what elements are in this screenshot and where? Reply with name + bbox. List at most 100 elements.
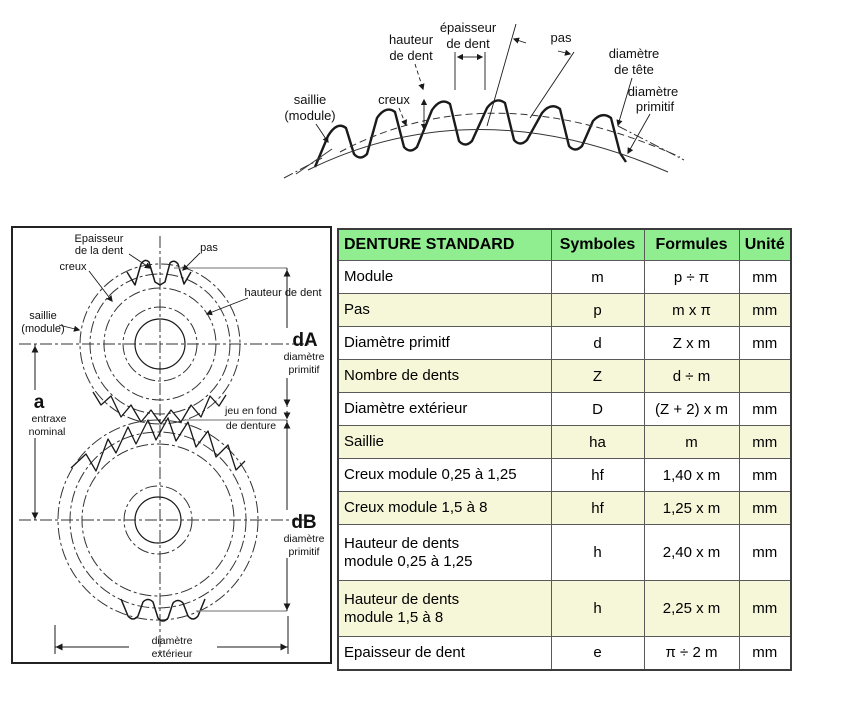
label-dB-sub-l2: primitif — [289, 546, 320, 558]
row-symbol: d — [550, 326, 645, 360]
row-formula: (Z + 2) x m — [643, 392, 740, 426]
row-unit: mm — [738, 458, 792, 492]
label-saillie-l1: saillie — [29, 310, 57, 322]
table-row: Nombre de dents Z d ÷ m — [337, 359, 792, 393]
hauteur-dimension — [414, 63, 428, 131]
row-symbol: ha — [550, 425, 645, 459]
row-unit: mm — [738, 580, 792, 637]
row-formula: 1,40 x m — [643, 458, 740, 492]
row-unit: mm — [738, 293, 792, 327]
reference-lines — [174, 267, 287, 612]
row-label: Creux module 1,5 à 8 — [337, 491, 552, 525]
row-formula: π ÷ 2 m — [643, 636, 740, 670]
label-diametre-exterieur-l2: extérieur — [152, 648, 193, 660]
label-epaisseur-l2: de dent — [446, 36, 490, 51]
row-unit: mm — [738, 425, 792, 459]
diametre-exterieur-dimension — [54, 616, 289, 654]
label-saillie-l2: (module) — [21, 323, 64, 335]
col-header-symboles: Symboles — [550, 228, 645, 261]
label-jeu-l1: jeu en fond — [224, 405, 277, 417]
row-symbol: D — [550, 392, 645, 426]
row-formula: 2,40 x m — [643, 524, 740, 581]
table-row: Hauteur de dents module 0,25 à 1,25 h 2,… — [337, 524, 792, 581]
saillie-leader — [315, 123, 329, 144]
row-formula: Z x m — [643, 326, 740, 360]
table-row: Creux module 0,25 à 1,25 hf 1,40 x m mm — [337, 458, 792, 492]
table-row: Pas p m x π mm — [337, 293, 792, 327]
gear-A-top-teeth — [126, 259, 192, 286]
row-unit: mm — [738, 636, 792, 670]
gear-A — [79, 259, 241, 425]
label-pas: pas — [200, 242, 218, 254]
col-header-unite: Unité — [738, 228, 792, 261]
row-label: Module — [337, 260, 552, 294]
label-epaisseur-l1: épaisseur — [440, 20, 497, 35]
label-epaisseur-dent-l2: de la dent — [75, 245, 123, 257]
label-diametre-tete-l2: de tête — [614, 62, 654, 77]
label-a-sub-l2: nominal — [29, 426, 66, 438]
table-row: Epaisseur de dent e π ÷ 2 m mm — [337, 636, 792, 670]
row-formula: 1,25 x m — [643, 491, 740, 525]
row-label: Diamètre extérieur — [337, 392, 552, 426]
row-formula: d ÷ m — [643, 359, 740, 393]
pas-dimension — [486, 23, 575, 127]
label-dA: dA — [292, 330, 318, 351]
right-dashdot-line — [617, 125, 685, 161]
gear-B-bottom-teeth — [120, 598, 206, 622]
label-pas: pas — [551, 30, 572, 45]
row-label: Hauteur de dents module 0,25 à 1,25 — [337, 524, 552, 581]
row-unit: mm — [738, 326, 792, 360]
label-dB-sub-l1: diamètre — [284, 533, 325, 545]
diametre-primitif-leader — [627, 113, 651, 155]
label-diametre-primitif-l2: primitif — [636, 99, 675, 114]
table-row: Creux module 1,5 à 8 hf 1,25 x m mm — [337, 491, 792, 525]
table-header-row: DENTURE STANDARD Symboles Formules Unité — [337, 228, 792, 261]
row-label: Nombre de dents — [337, 359, 552, 393]
gear-tooth-profile-diagram: épaisseur de dent hauteur de dent pas di… — [283, 20, 685, 179]
row-formula: m x π — [643, 293, 740, 327]
row-label: Pas — [337, 293, 552, 327]
epaisseur-dimension — [454, 52, 486, 90]
label-dA-sub-l1: diamètre — [284, 351, 325, 363]
label-hauteur-l2: de dent — [389, 48, 433, 63]
row-label: Diamètre primitf — [337, 326, 552, 360]
label-saillie-l2: (module) — [284, 108, 335, 123]
row-symbol: h — [550, 580, 645, 637]
row-symbol: p — [550, 293, 645, 327]
row-formula: p ÷ π — [643, 260, 740, 294]
leader-lines — [58, 252, 249, 332]
row-unit: mm — [738, 260, 792, 294]
meshing-gears-diagram: Epaisseur de la dent pas creux saillie (… — [11, 226, 332, 664]
table-row: Diamètre extérieur D (Z + 2) x m mm — [337, 392, 792, 426]
centerlines — [19, 236, 309, 654]
pitch-arc — [307, 129, 669, 173]
label-diametre-exterieur-l1: diamètre — [152, 635, 193, 647]
label-dB: dB — [291, 512, 316, 533]
row-symbol: Z — [550, 359, 645, 393]
row-symbol: hf — [550, 458, 645, 492]
label-jeu-l2: de denture — [226, 420, 276, 432]
row-formula: 2,25 x m — [643, 580, 740, 637]
creux-leader — [398, 107, 407, 127]
label-a: a — [34, 392, 45, 413]
gear-A-mesh-teeth — [92, 391, 227, 425]
left-solid-slant — [295, 148, 333, 175]
row-symbol: h — [550, 524, 645, 581]
table-row: Diamètre primitf d Z x m mm — [337, 326, 792, 360]
row-label: Saillie — [337, 425, 552, 459]
label-creux: creux — [60, 261, 87, 273]
row-unit: mm — [738, 392, 792, 426]
row-unit: mm — [738, 491, 792, 525]
gear-B — [57, 417, 259, 622]
table-row: Module m p ÷ π mm — [337, 260, 792, 294]
label-diametre-tete-l1: diamètre — [609, 46, 660, 61]
row-unit — [738, 359, 792, 393]
label-epaisseur-dent-l1: Epaisseur — [75, 233, 124, 245]
label-hauteur-de-dent: hauteur de dent — [244, 287, 321, 299]
head-arc-dashed — [339, 112, 681, 158]
label-a-sub-l1: entraxe — [31, 413, 66, 425]
label-hauteur-l1: hauteur — [389, 32, 434, 47]
diagram-border — [11, 226, 332, 664]
left-dashdot-line — [283, 157, 323, 179]
